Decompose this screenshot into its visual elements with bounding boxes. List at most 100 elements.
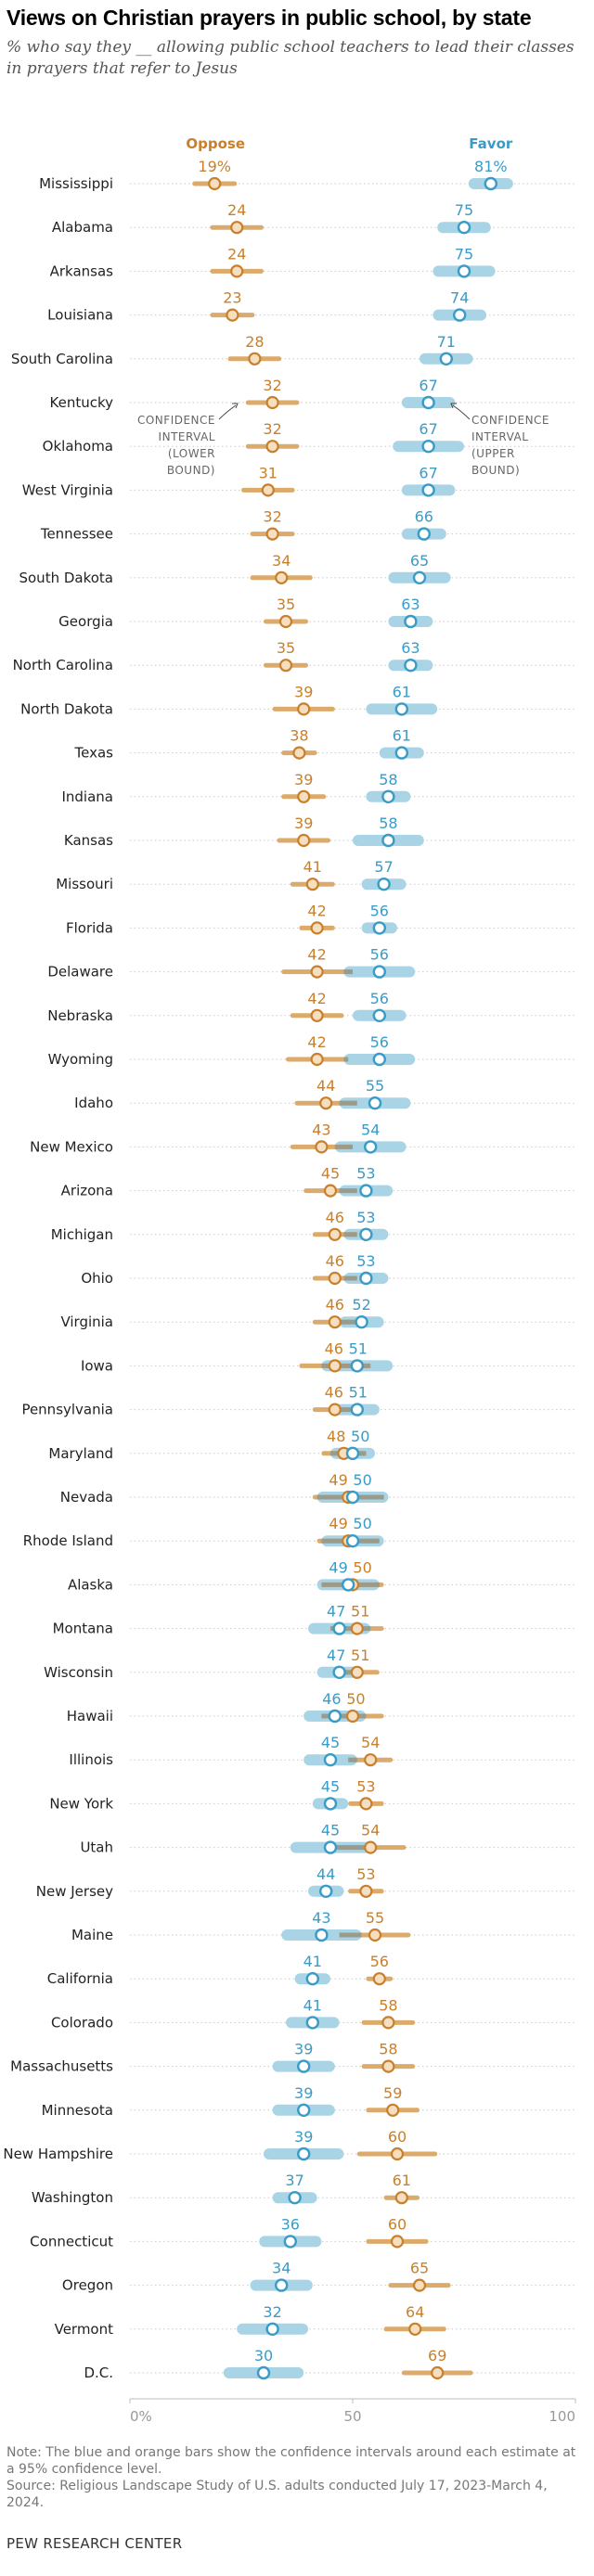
state-label: Washington — [32, 2189, 113, 2206]
favor-point — [275, 2278, 289, 2292]
state-row: Missouri 41 57 — [56, 858, 575, 892]
favor-point — [328, 1709, 342, 1724]
oppose-point — [265, 527, 279, 541]
favor-value-label: 49 — [329, 1558, 347, 1576]
favor-point — [381, 789, 395, 803]
favor-point — [359, 1227, 373, 1242]
state-label: Indiana — [61, 788, 113, 805]
state-label: Pennsylvania — [21, 1402, 113, 1418]
oppose-point — [412, 2278, 427, 2292]
oppose-value-label: 44 — [316, 1077, 335, 1095]
state-label: Tennessee — [40, 526, 113, 543]
state-row: Iowa 46 51 — [81, 1339, 575, 1374]
oppose-point — [386, 2103, 400, 2117]
oppose-value-label: 24 — [227, 245, 246, 263]
x-tick-label: 100 — [549, 2408, 575, 2425]
oppose-point — [359, 1884, 373, 1898]
state-label: Louisiana — [47, 307, 113, 324]
state-row: Oregon 65 34 — [62, 2260, 575, 2294]
state-row: Oklahoma 32 67 — [43, 420, 575, 455]
ci-overlap-bar — [321, 1363, 371, 1368]
favor-value-label: 45 — [321, 1822, 340, 1839]
confidence-interval-annotations: CONFIDENCE INTERVAL (LOWER BOUND) CONFIDENCE… — [137, 403, 549, 477]
state-label: Rhode Island — [23, 1532, 113, 1549]
oppose-value-label: 58 — [379, 2041, 397, 2058]
oppose-point — [315, 1140, 329, 1154]
state-label: Florida — [66, 919, 113, 936]
favor-value-label: 81% — [474, 158, 508, 175]
favor-value-label: 67 — [419, 464, 437, 481]
state-label: Wyoming — [48, 1051, 113, 1068]
ci-overlap-bar — [334, 1670, 362, 1675]
oppose-value-label: 24 — [227, 201, 246, 219]
favor-point — [305, 1971, 319, 1986]
state-row: Vermont 64 32 — [55, 2303, 575, 2338]
state-row: Arkansas 24 75 — [50, 245, 575, 279]
oppose-value-label: 46 — [325, 1339, 343, 1357]
oppose-value-label: 46 — [325, 1384, 343, 1402]
annotation-upper-text: BOUND) — [471, 464, 520, 477]
favor-value-label: 51 — [349, 1384, 368, 1402]
oppose-value-label: 48 — [327, 1428, 345, 1445]
state-label: Arkansas — [50, 263, 114, 279]
favor-point — [381, 833, 395, 848]
favor-point — [319, 1884, 333, 1899]
state-row: Kansas 39 58 — [64, 814, 575, 849]
favor-point — [342, 1578, 355, 1592]
annotation-lower-text: (LOWER — [168, 447, 215, 460]
favor-value-label: 75 — [455, 201, 473, 219]
oppose-value-label: 42 — [307, 1033, 326, 1051]
oppose-point — [372, 1972, 386, 1986]
favor-value-label: 75 — [455, 245, 473, 263]
ci-overlap-bar — [348, 1757, 357, 1762]
oppose-point — [323, 1184, 338, 1198]
state-label: Delaware — [47, 964, 113, 980]
favor-value-label: 65 — [410, 552, 429, 570]
oppose-point — [381, 2016, 395, 2030]
state-label: Michigan — [51, 1226, 113, 1243]
oppose-value-label: 60 — [388, 2128, 407, 2146]
state-row: Minnesota 59 39 — [42, 2084, 575, 2119]
state-label: Connecticut — [30, 2233, 113, 2249]
oppose-point — [390, 2147, 405, 2161]
oppose-value-label: 49 — [329, 1471, 347, 1489]
favor-value-label: 67 — [419, 420, 437, 438]
favor-value-label: 53 — [356, 1165, 375, 1183]
state-label: Texas — [74, 745, 114, 762]
state-row: Michigan 46 53 — [51, 1209, 575, 1243]
oppose-point — [275, 570, 289, 584]
oppose-value-label: 43 — [312, 1121, 330, 1138]
favor-point — [421, 440, 435, 454]
favor-point — [345, 1490, 360, 1505]
state-row: Mississippi 19% 81% — [39, 158, 575, 192]
favor-point — [368, 1096, 382, 1110]
state-label: Nevada — [60, 1489, 113, 1506]
state-row: Alaska 50 49 — [68, 1558, 575, 1593]
oppose-point — [381, 2059, 395, 2073]
oppose-point — [359, 1797, 373, 1811]
state-row: South Carolina 28 71 — [11, 333, 575, 367]
favor-value-label: 45 — [321, 1777, 340, 1795]
favor-point — [323, 1797, 338, 1811]
state-row: California 56 41 — [47, 1953, 575, 1987]
oppose-point — [292, 746, 306, 760]
favor-point — [372, 1008, 386, 1023]
state-row: Florida 42 56 — [66, 902, 575, 936]
state-row: Utah 54 45 — [80, 1822, 575, 1856]
oppose-value-label: 35 — [277, 596, 295, 613]
favor-point — [288, 2190, 302, 2205]
state-label: Illinois — [69, 1751, 113, 1768]
state-label: Alabama — [52, 219, 113, 236]
state-label: Idaho — [74, 1095, 113, 1111]
favor-point — [457, 220, 471, 235]
annotation-upper-arrow — [452, 404, 471, 420]
annotation-lower-text: INTERVAL — [159, 430, 215, 443]
state-row: Maine 55 43 — [71, 1909, 575, 1943]
oppose-value-label: 50 — [353, 1558, 371, 1576]
state-row: Delaware 42 56 — [47, 946, 575, 980]
oppose-value-label: 38 — [290, 727, 308, 745]
oppose-value-label: 19% — [198, 158, 231, 175]
oppose-point — [297, 833, 311, 848]
state-row: Rhode Island 49 50 — [23, 1515, 575, 1549]
state-row: Idaho 44 55 — [74, 1077, 575, 1111]
